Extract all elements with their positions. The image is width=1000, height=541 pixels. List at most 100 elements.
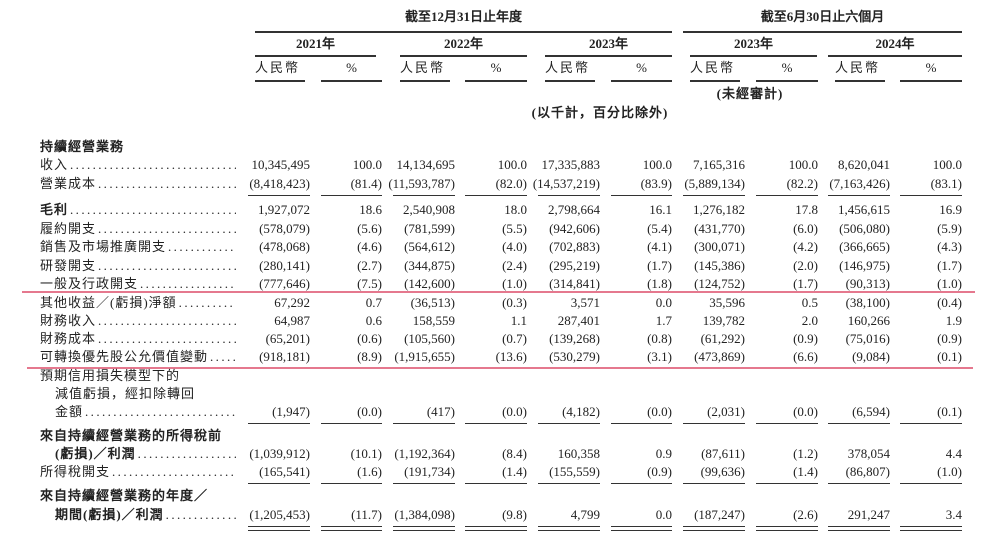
divider [255, 55, 376, 57]
cell-value: (6.0) [793, 221, 818, 236]
cell-value: (506,080) [839, 221, 890, 236]
cell-value: 17.8 [795, 202, 818, 217]
leader-dots: ........................................… [85, 404, 236, 419]
cell-value: (314,841) [549, 276, 600, 291]
cell-value: 17,335,883 [541, 157, 601, 172]
leader-dots: ........................................… [98, 221, 236, 236]
cell-value: (781,599) [404, 221, 455, 236]
cell-value: (0.4) [937, 295, 962, 310]
divider [690, 55, 817, 57]
cell-value: (87,611) [701, 446, 745, 461]
cell-value: 139,782 [702, 313, 745, 328]
cell-value: (1,384,098) [394, 507, 455, 522]
cell-value: 8,620,041 [838, 157, 890, 172]
row-label-text: 履約開支 [40, 221, 97, 236]
cell-value: (82.0) [495, 176, 527, 191]
cell-value: (0.0) [502, 404, 527, 419]
cell-value: (142,600) [404, 276, 455, 291]
underline [248, 195, 310, 196]
percent-label: % [490, 60, 502, 75]
underline [465, 526, 527, 527]
cell-value: (0.8) [647, 331, 672, 346]
interim-group-header: 截至6月30日止六個月 [760, 9, 885, 24]
leader-dots: ........................................… [137, 446, 236, 461]
cell-value: (4.2) [793, 239, 818, 254]
cell-value: 0.7 [365, 295, 382, 310]
divider [321, 80, 382, 82]
divider [835, 80, 885, 82]
row-label: 研發開支....................................… [40, 258, 236, 274]
cell-value: (5.6) [357, 221, 382, 236]
cell-value: 18.0 [504, 202, 527, 217]
row-label: 可轉換優先股公允價值變動............................… [40, 349, 236, 365]
cell-value: (1,192,364) [394, 446, 455, 461]
leader-dots: ........................................… [98, 258, 236, 273]
underline [538, 195, 600, 196]
cell-value: (0.1) [937, 404, 962, 419]
cell-value: (1.7) [647, 258, 672, 273]
underline [900, 483, 962, 484]
cell-value: 0.9 [655, 446, 672, 461]
cell-value: (4,182) [562, 404, 600, 419]
cell-value: (38,100) [845, 295, 890, 310]
cell-value: (0.9) [937, 331, 962, 346]
cell-value: 35,596 [709, 295, 745, 310]
cell-value: (0.7) [502, 331, 527, 346]
row-label: 其他收益／(虧損)淨額.............................… [40, 295, 236, 311]
year-header: 2024年 [875, 36, 915, 51]
cell-value: (4.1) [647, 239, 672, 254]
row-label: 財務成本....................................… [40, 331, 236, 347]
row-label-text: 營業成本 [40, 176, 97, 191]
underline [756, 423, 818, 424]
row-label: 來自持續經營業務的所得稅前 [40, 428, 400, 444]
underline [900, 195, 962, 196]
cell-value: (478,068) [259, 239, 310, 254]
cell-value: (1,039,912) [249, 446, 310, 461]
row-label: 所得稅開支...................................… [40, 464, 236, 480]
underline [683, 423, 745, 424]
cell-value: (7.5) [357, 276, 382, 291]
currency-label: 人民幣 [400, 60, 446, 75]
cell-value: (86,807) [845, 464, 890, 479]
row-label: 毛利......................................… [40, 202, 236, 218]
cell-value: (7,163,426) [829, 176, 890, 191]
leader-dots: ........................................… [98, 176, 236, 191]
underline [828, 483, 890, 484]
row-label-text: 財務收入 [40, 313, 97, 328]
underline [248, 526, 310, 527]
cell-value: (4.3) [937, 239, 962, 254]
cell-value: 100.0 [932, 157, 962, 172]
leader-dots: ........................................… [168, 239, 236, 254]
cell-value: (6.6) [793, 349, 818, 364]
underline [538, 530, 600, 531]
cell-value: (11,593,787) [388, 176, 455, 191]
cell-value: 378,054 [847, 446, 890, 461]
divider [255, 80, 305, 82]
divider [828, 55, 962, 57]
row-label: 預期信用損失模型下的 [40, 368, 400, 384]
underline [828, 530, 890, 531]
underline [465, 423, 527, 424]
cell-value: 287,401 [557, 313, 600, 328]
underline [321, 526, 382, 527]
row-label-text: 減值虧損，經扣除轉回 [55, 386, 196, 401]
cell-value: (145,386) [694, 258, 745, 273]
cell-value: (65,201) [265, 331, 310, 346]
underline [756, 530, 818, 531]
underline [321, 483, 382, 484]
cell-value: (6,594) [852, 404, 890, 419]
cell-value: (5,889,134) [684, 176, 745, 191]
divider [255, 31, 672, 33]
cell-value: 2,540,908 [403, 202, 455, 217]
cell-value: (344,875) [404, 258, 455, 273]
underline [756, 483, 818, 484]
cell-value: (83.1) [930, 176, 962, 191]
row-label-text: 研發開支 [40, 258, 97, 273]
currency-label: 人民幣 [255, 60, 301, 75]
cell-value: 14,134,695 [396, 157, 456, 172]
cell-value: (2.7) [357, 258, 382, 273]
cell-value: (431,770) [694, 221, 745, 236]
leader-dots: ........................................… [165, 507, 236, 522]
cell-value: 67,292 [274, 295, 310, 310]
cell-value: (2,031) [707, 404, 745, 419]
